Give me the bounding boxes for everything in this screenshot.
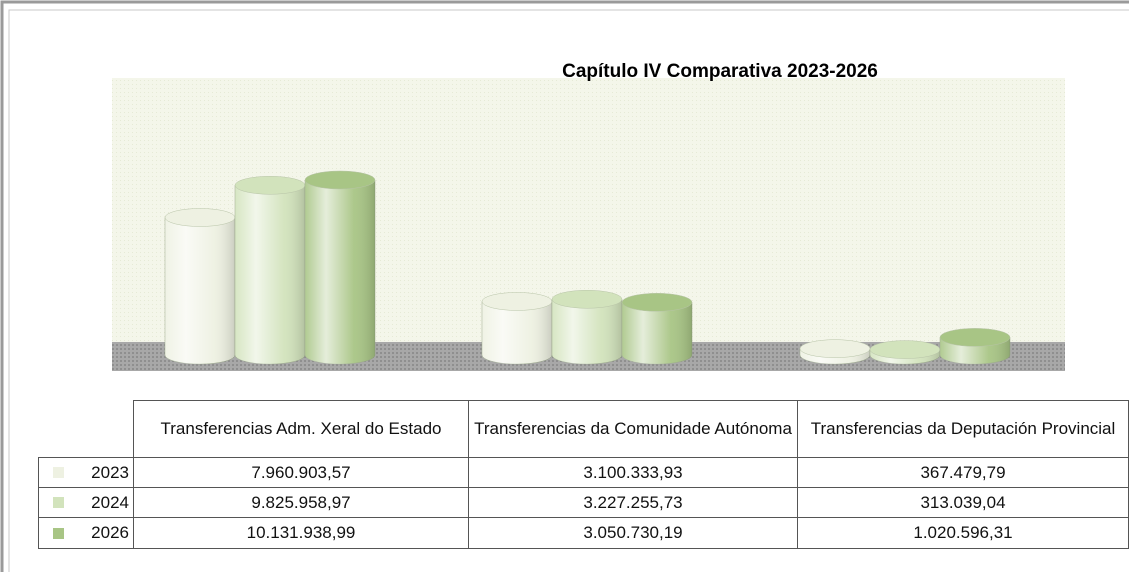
bar-shine [235, 185, 305, 364]
value-cell: 7.960.903,57 [133, 457, 469, 488]
bar-shine [622, 302, 692, 364]
legend-swatch [53, 497, 64, 508]
value-cell: 1.020.596,31 [797, 517, 1129, 549]
legend-swatch [53, 527, 64, 539]
legend-label: 2026 [91, 523, 129, 542]
bar-top [164, 208, 236, 227]
bar-top [481, 292, 553, 311]
legend-label: 2023 [91, 462, 129, 482]
legend-cell: 2026 [38, 517, 134, 549]
column-header: Transferencias da Comunidade Autónoma [468, 400, 798, 458]
bar-top [869, 340, 941, 359]
bar-shine [482, 301, 552, 364]
legend-swatch [53, 467, 64, 478]
value-cell: 3.227.255,73 [468, 487, 798, 518]
bar-top [621, 293, 693, 312]
value-cell: 313.039,04 [797, 487, 1129, 518]
column-header: Transferencias Adm. Xeral do Estado [133, 400, 469, 458]
legend-cell: 2023 [38, 457, 134, 488]
value-cell: 9.825.958,97 [133, 487, 469, 518]
value-cell: 3.100.333,93 [468, 457, 798, 488]
value-cell: 10.131.938,99 [133, 517, 469, 549]
legend-cell: 2024 [38, 487, 134, 518]
bar-top [799, 339, 871, 358]
column-header: Transferencias da Deputación Provincial [797, 400, 1129, 458]
value-cell: 3.050.730,19 [468, 517, 798, 549]
value-cell: 367.479,79 [797, 457, 1129, 488]
bar-shine [552, 299, 622, 364]
chart-title: Capítulo IV Comparativa 2023-2026 [562, 61, 878, 82]
bar-shine [165, 217, 235, 364]
frame-border [8, 9, 1129, 572]
legend-label: 2024 [91, 492, 129, 512]
bar-top [939, 328, 1011, 347]
bar-shine [305, 180, 375, 364]
bar-top [234, 176, 306, 195]
bar-top [304, 170, 376, 190]
bar-top [551, 290, 623, 309]
bars [164, 170, 1011, 365]
